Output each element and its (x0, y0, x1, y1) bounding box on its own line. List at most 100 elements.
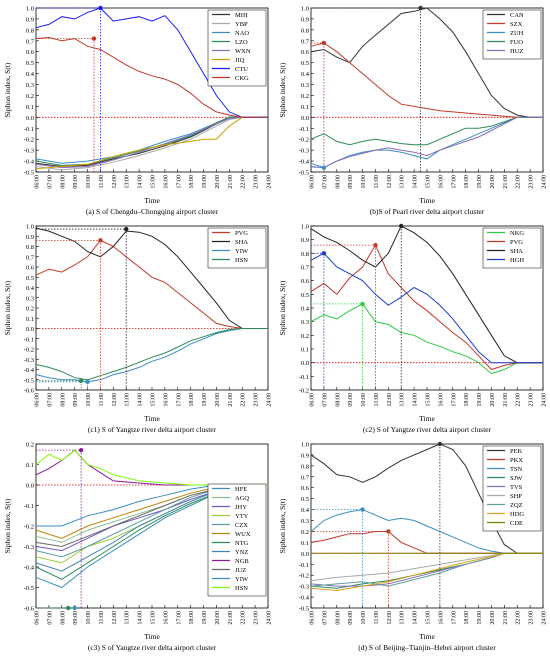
y-tick-label: -0.4 (24, 565, 35, 572)
legend: CAN SZX ZUH FUO HUZ (482, 9, 542, 60)
x-axis-label: Time (144, 414, 160, 423)
x-tick-label: 20:00 (215, 175, 221, 189)
peak-marker-ckg (91, 36, 97, 41)
y-tick-label: 0.7 (301, 474, 310, 481)
panel-caption: (c1) S of Yangtze river delta airport cl… (88, 425, 217, 434)
x-tick-label: 09:00 (73, 611, 79, 625)
x-tick-label: 15:00 (151, 393, 157, 407)
x-tick-label: 06:00 (35, 393, 41, 407)
legend-label: CDE (510, 520, 523, 527)
y-tick-label: 0.2 (301, 529, 309, 536)
y-tick-label: 0.2 (26, 442, 34, 449)
x-tick-label: 06:00 (35, 175, 41, 189)
series-line-hsn (35, 328, 268, 381)
x-tick-label: 09:00 (348, 175, 354, 189)
y-tick-label: 0.9 (301, 237, 309, 244)
x-tick-label: 12:00 (112, 393, 118, 407)
legend: NKG PVG SHA HGH (482, 227, 542, 269)
x-tick-label: 21:00 (228, 175, 234, 189)
x-tick-label: 11:00 (374, 175, 380, 188)
peak-marker-pvg (98, 238, 103, 243)
chart-svg-c1: -0.6 -0.5 -0.4 -0.3 -0.2 -0.1 0.0 0.1 0.2 0.3 0.4 0… (3, 224, 273, 435)
x-tick-label: 20:00 (490, 175, 496, 189)
legend-label: HGH (510, 257, 524, 264)
series-line-pvg (310, 244, 543, 371)
legend-box (482, 445, 542, 532)
x-tick-label: 06:00 (310, 611, 316, 625)
y-tick-label: 0.6 (301, 278, 310, 285)
peak-marker-yiw (72, 605, 77, 611)
x-tick-label: 11:00 (99, 393, 105, 406)
y-tick-label: -0.4 (24, 159, 35, 166)
x-tick-label: 24:00 (267, 175, 273, 189)
legend-label: PEK (510, 448, 523, 455)
y-tick-label: 0.5 (26, 60, 34, 67)
x-tick-label: 19:00 (477, 393, 483, 407)
y-tick-label: -0.1 (24, 503, 34, 510)
y-tick-label: -0.4 (299, 159, 310, 166)
x-tick-label: 10:00 (361, 393, 367, 407)
x-tick-label: 09:00 (348, 611, 354, 625)
legend-label: WXN (235, 48, 251, 55)
series-line-fuo (310, 116, 543, 146)
x-tick-label: 16:00 (438, 175, 444, 189)
legend-label: NKG (510, 230, 524, 237)
legend-box (207, 9, 267, 87)
peak-marker-nkg (360, 301, 365, 307)
y-tick-label: 0.8 (301, 27, 309, 34)
y-tick-label: -0.5 (24, 377, 34, 384)
y-tick-label: 0.3 (26, 82, 34, 89)
y-tick-label: -0.5 (299, 170, 309, 177)
peak-marker-sha (124, 226, 129, 232)
legend-label: NGB (235, 558, 249, 565)
x-tick-label: 24:00 (267, 611, 273, 625)
legend: MIH YBP NAO LZO WXN JIQ CTU CKG (207, 9, 267, 87)
x-tick-label: 22:00 (241, 393, 247, 407)
chart-svg-a: -0.5 -0.4 -0.3 -0.2 -0.1 0.0 0.1 0.2 0.3 0.4 0.5 0.… (3, 6, 273, 217)
x-tick-label: 18:00 (464, 611, 470, 625)
y-tick-label: 0.4 (301, 71, 310, 78)
y-tick-label: -0.3 (24, 544, 34, 551)
x-tick-label: 22:00 (516, 393, 522, 407)
chart-svg-d: -0.5 -0.4 -0.3 -0.2 -0.1 0.0 0.1 0.2 0.3 0.4 0.5 0.… (278, 442, 548, 653)
legend: PVG SHA YIW HSN (207, 227, 267, 269)
y-tick-label: 0.5 (301, 496, 309, 503)
x-tick-label: 20:00 (215, 611, 221, 625)
y-axis-label: Siphon index, S(t) (278, 62, 287, 117)
x-tick-label: 21:00 (503, 611, 509, 625)
x-tick-label: 24:00 (542, 393, 548, 407)
y-tick-label: 0.7 (301, 38, 310, 45)
y-axis-label: Siphon index, S(t) (278, 498, 287, 553)
x-tick-label: 06:00 (35, 611, 41, 625)
y-tick-label: 0.6 (26, 265, 35, 272)
x-tick-label: 19:00 (477, 175, 483, 189)
legend-label: ZUH (510, 30, 524, 37)
legend-label: TSN (510, 466, 523, 473)
legend-label: TVS (510, 484, 523, 491)
x-tick-label: 12:00 (387, 393, 393, 407)
x-tick-label: 08:00 (335, 393, 341, 407)
x-tick-label: 07:00 (322, 175, 328, 189)
y-tick-label: 0.5 (26, 275, 34, 282)
y-tick-label: 0.8 (301, 463, 309, 470)
legend-label: JIQ (235, 57, 245, 64)
y-tick-label: 0.2 (26, 306, 34, 313)
x-tick-label: 23:00 (254, 611, 260, 625)
legend-label: HFE (235, 486, 247, 493)
y-tick-label: -0.5 (299, 606, 309, 613)
x-tick-label: 13:00 (125, 175, 131, 189)
panel-d: -0.5 -0.4 -0.3 -0.2 -0.1 0.0 0.1 0.2 0.3 0.4 0.5 0.… (275, 436, 550, 654)
legend-label: AGQ (235, 495, 249, 502)
y-tick-label: 0.0 (301, 360, 309, 367)
x-tick-label: 16:00 (438, 611, 444, 625)
legend-label: WUX (235, 531, 251, 538)
series-line-zuh (310, 116, 543, 169)
y-tick-label: -0.2 (299, 573, 309, 580)
x-tick-label: 22:00 (516, 175, 522, 189)
y-tick-label: 0.5 (301, 292, 309, 299)
x-tick-label: 13:00 (125, 611, 131, 625)
y-tick-label: -0.2 (24, 347, 34, 354)
y-tick-label: 0.4 (26, 71, 35, 78)
series-line-sha (35, 227, 268, 329)
x-tick-label: 12:00 (112, 611, 118, 625)
